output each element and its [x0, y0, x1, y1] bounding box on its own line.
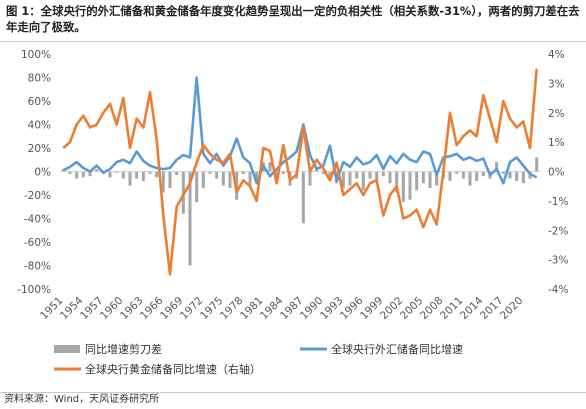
right-tick-label: -3% — [548, 255, 568, 267]
bar-spread-1955 — [88, 171, 92, 177]
bar-spread-1980 — [255, 171, 259, 181]
right-tick-label: 4% — [548, 49, 565, 61]
line-gold-reserves — [62, 68, 538, 276]
bar-spread-2006 — [428, 171, 432, 188]
right-tick-label: -1% — [548, 196, 568, 208]
bar-spread-2009 — [448, 171, 452, 181]
bar-spread-2004 — [415, 171, 419, 191]
left-tick-label: -60% — [24, 237, 51, 249]
source-divider — [0, 392, 586, 393]
right-tick-label: 3% — [548, 78, 565, 90]
bar-spread-2013 — [475, 171, 479, 181]
bar-spread-1996 — [361, 171, 365, 191]
bar-spread-1979 — [248, 171, 252, 186]
bar-spread-2016 — [495, 162, 499, 172]
bar-spread-1956 — [95, 169, 99, 172]
bar-spread-1993 — [341, 171, 345, 188]
bar-spread-1999 — [381, 171, 385, 177]
bar-spread-1997 — [368, 171, 372, 179]
bar-spread-1959 — [115, 171, 119, 173]
bar-spread-1951 — [61, 169, 65, 172]
bar-spread-1984 — [281, 171, 285, 174]
bar-spread-2000 — [388, 171, 392, 184]
bar-spread-1961 — [128, 171, 132, 186]
bar-spread-1970 — [188, 171, 192, 266]
left-tick-label: -100% — [17, 284, 51, 296]
bar-spread-1964 — [148, 171, 152, 174]
right-tick-label: -4% — [548, 284, 568, 296]
left-tick-label: 80% — [28, 73, 51, 85]
bar-spread-1998 — [375, 171, 379, 181]
source-note: 资料来源：Wind，天风证券研究所 — [4, 394, 160, 405]
bar-spread-2002 — [401, 171, 405, 203]
right-tick-label: 0% — [548, 167, 565, 179]
bar-spread-1976 — [228, 171, 232, 188]
bar-spread-1987 — [301, 171, 305, 224]
right-tick-label: -2% — [548, 225, 568, 237]
bar-spread-1973 — [208, 171, 212, 174]
line-fx-reserves — [62, 76, 538, 185]
left-tick-label: 20% — [28, 143, 51, 155]
left-tick-label: 100% — [21, 49, 51, 61]
bar-spread-1971 — [195, 171, 199, 203]
left-tick-label: 40% — [28, 120, 51, 132]
left-tick-label: 0% — [34, 167, 51, 179]
bar-spread-1982 — [268, 162, 272, 172]
bar-spread-1965 — [155, 171, 159, 178]
bar-spread-1991 — [328, 171, 332, 179]
bar-spread-1963 — [141, 171, 145, 181]
bar-spread-1983 — [275, 171, 279, 179]
title-divider — [0, 41, 586, 42]
bar-spread-2001 — [395, 171, 399, 193]
bar-spread-2003 — [408, 171, 412, 200]
left-tick-label: -80% — [24, 261, 51, 273]
right-tick-label: 1% — [548, 137, 565, 149]
bar-spread-1988 — [308, 171, 312, 186]
legend-label-fx: 全球央行外汇储备同比增速 — [331, 342, 463, 356]
bar-spread-1968 — [175, 171, 179, 176]
left-tick-label: 60% — [28, 96, 51, 108]
left-tick-label: -40% — [24, 214, 51, 226]
bar-spread-2018 — [508, 171, 512, 179]
bar-spread-1995 — [355, 171, 359, 179]
chart-title: 图 1：全球央行的外汇储备和黄金储备年度变化趋势呈现出一定的负相关性（相关系数-… — [6, 4, 580, 34]
bar-spread-1954 — [81, 171, 85, 178]
bar-spread-2022 — [535, 157, 539, 172]
legend-swatch-bar — [54, 345, 80, 353]
bar-spread-2019 — [515, 171, 519, 181]
right-tick-label: 2% — [548, 108, 565, 120]
bar-spread-1953 — [75, 171, 79, 179]
bar-spread-2010 — [455, 171, 459, 174]
bar-spread-1952 — [68, 171, 72, 174]
bar-spread-2014 — [481, 171, 485, 177]
bar-spread-2020 — [521, 171, 525, 184]
legend-label-gold: 全球央行黄金储备同比增速（右轴） — [85, 362, 261, 376]
bar-spread-2011 — [461, 171, 465, 179]
bar-spread-1978 — [241, 171, 245, 174]
bar-spread-1974 — [215, 171, 219, 179]
bar-spread-1960 — [121, 171, 125, 179]
chart-area: 100%80%60%40%20%0%-20%-40%-60%-80%-100% … — [17, 49, 568, 376]
x-tick-label: 2020 — [498, 295, 525, 322]
bar-spread-1966 — [161, 171, 165, 193]
bar-spread-2012 — [468, 171, 472, 186]
bar-spread-1958 — [108, 171, 112, 178]
bar-spread-1975 — [221, 171, 225, 186]
legend-label-bar: 同比增速剪刀差 — [85, 342, 162, 356]
left-tick-label: -20% — [24, 190, 51, 202]
bar-spread-2007 — [435, 171, 439, 186]
bar-spread-1990 — [321, 171, 325, 174]
bar-spread-1962 — [135, 171, 139, 179]
bar-spread-1967 — [168, 171, 172, 188]
bar-spread-2005 — [421, 171, 425, 184]
bar-spread-1972 — [201, 171, 205, 188]
bar-spread-2017 — [501, 171, 505, 174]
bar-spread-1994 — [348, 171, 352, 186]
